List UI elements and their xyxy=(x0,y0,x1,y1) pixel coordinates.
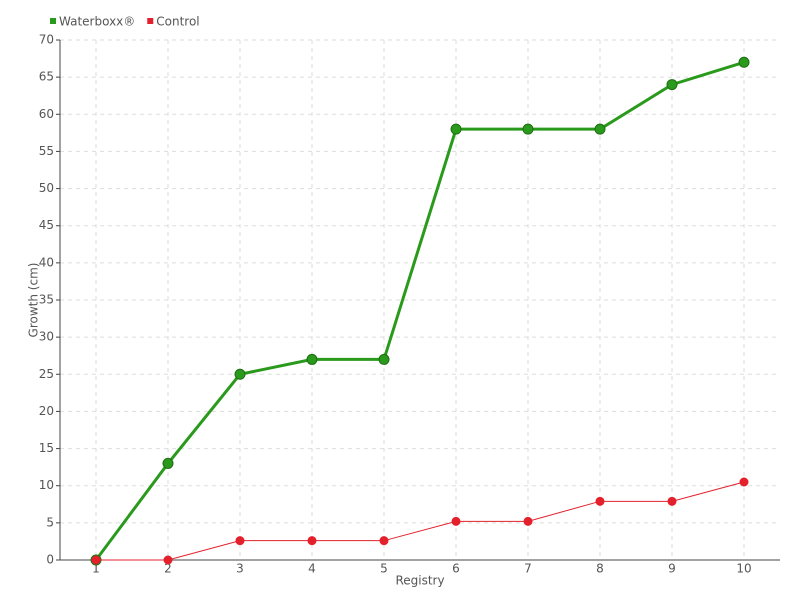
data-point xyxy=(738,56,750,68)
data-point xyxy=(522,123,534,135)
data-point xyxy=(307,536,317,546)
x-tick-label: 2 xyxy=(164,562,172,576)
x-tick-label: 9 xyxy=(668,562,676,576)
data-point xyxy=(91,555,101,565)
data-point xyxy=(666,79,678,91)
x-tick-label: 4 xyxy=(308,562,316,576)
y-tick-label: 25 xyxy=(39,367,54,381)
data-point xyxy=(378,353,390,365)
y-tick-label: 70 xyxy=(39,33,54,47)
data-point xyxy=(667,496,677,506)
series-line xyxy=(94,60,745,561)
data-point xyxy=(379,536,389,546)
data-point xyxy=(523,516,533,526)
y-axis-title: Growth (cm) xyxy=(27,263,41,338)
data-point xyxy=(306,353,318,365)
data-point xyxy=(594,123,606,135)
y-tick-label: 60 xyxy=(39,107,54,121)
legend-label: Waterboxx® xyxy=(59,15,135,29)
y-tick-label: 15 xyxy=(39,441,54,455)
x-tick-label: 6 xyxy=(452,562,460,576)
data-point xyxy=(162,457,174,469)
series-line xyxy=(96,481,745,561)
legend-label: Control xyxy=(156,15,199,29)
data-point xyxy=(163,555,173,565)
y-tick-label: 5 xyxy=(46,515,54,529)
y-tick-label: 35 xyxy=(39,293,54,307)
x-tick-label: 10 xyxy=(736,562,751,576)
y-tick-label: 55 xyxy=(39,144,54,158)
legend-swatch xyxy=(50,18,56,24)
x-tick-label: 3 xyxy=(236,562,244,576)
data-point xyxy=(595,496,605,506)
y-tick-label: 10 xyxy=(39,478,54,492)
y-tick-label: 65 xyxy=(39,70,54,84)
x-tick-label: 5 xyxy=(380,562,388,576)
data-point xyxy=(235,536,245,546)
data-point xyxy=(739,477,749,487)
data-point xyxy=(450,123,462,135)
x-tick-label: 1 xyxy=(92,562,100,576)
x-tick-label: 7 xyxy=(524,562,532,576)
data-point xyxy=(234,368,246,380)
x-tick-label: 8 xyxy=(596,562,604,576)
y-tick-label: 45 xyxy=(39,218,54,232)
y-tick-label: 50 xyxy=(39,181,54,195)
y-tick-label: 30 xyxy=(39,330,54,344)
data-point xyxy=(451,516,461,526)
legend-swatch xyxy=(147,18,154,24)
y-tick-label: 40 xyxy=(39,255,54,269)
y-tick-label: 20 xyxy=(39,404,54,418)
x-axis-title: Registry xyxy=(395,574,444,588)
y-tick-label: 0 xyxy=(46,553,54,567)
